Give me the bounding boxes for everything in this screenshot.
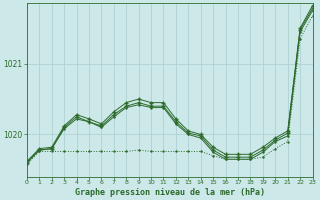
X-axis label: Graphe pression niveau de la mer (hPa): Graphe pression niveau de la mer (hPa) — [75, 188, 265, 197]
